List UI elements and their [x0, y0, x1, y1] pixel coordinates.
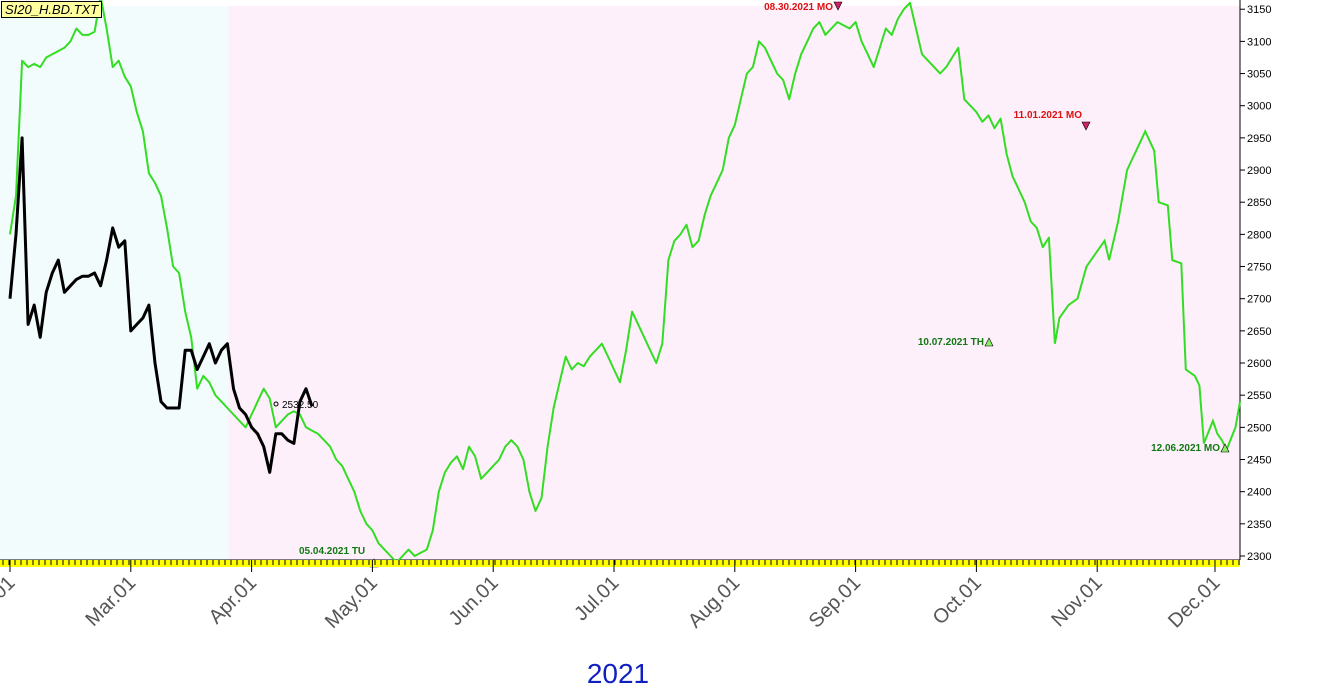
trough-marker: [1220, 443, 1230, 453]
y-tick-label: 3000: [1247, 101, 1271, 113]
x-tick-label: Mar.01: [82, 572, 141, 631]
y-tick-label: 2600: [1247, 358, 1271, 370]
y-tick-label: 2900: [1247, 165, 1271, 177]
x-tick-label: Jul.01: [570, 572, 623, 625]
y-tick-label: 3050: [1247, 69, 1271, 81]
x-tick-label: Apr.01: [205, 572, 261, 628]
y-tick-label: 2850: [1247, 197, 1271, 209]
x-tick-label: Aug.01: [684, 572, 744, 632]
event-label: 11.01.2021 MO: [1014, 110, 1083, 121]
x-axis: Feb.01 Mar.01 Apr.01 May.01 Jun.01 Jul.01 Aug.…: [0, 560, 1240, 633]
peak-marker: [833, 1, 843, 11]
trough-marker: [984, 337, 994, 347]
y-tick-label: 2550: [1247, 390, 1271, 402]
x-tick-label: Oct.01: [929, 572, 986, 629]
event-label: 12.06.2021 MO: [1151, 443, 1220, 454]
y-tick-label: 2400: [1247, 487, 1271, 499]
x-tick-label: Sep.01: [805, 572, 865, 632]
regions-layer: [0, 6, 1240, 560]
series-line-2: [8, 136, 314, 474]
y-tick-label: 2750: [1247, 262, 1271, 274]
x-tick-label: Nov.01: [1047, 572, 1106, 631]
y-tick-label: 3100: [1247, 36, 1271, 48]
x-tick-strip: [0, 560, 1240, 567]
y-tick-label: 2300: [1247, 551, 1271, 563]
y-tick-label: 2650: [1247, 326, 1271, 338]
y-tick-label: 2500: [1247, 422, 1271, 434]
x-tick-label: Feb.01: [0, 572, 20, 632]
y-tick-label: 2350: [1247, 519, 1271, 531]
y-tick-label: 2700: [1247, 294, 1271, 306]
y-tick-label: 2450: [1247, 455, 1271, 467]
series-line-1-tail: [1053, 129, 1241, 453]
y-tick-label: 3150: [1247, 4, 1271, 16]
last-value-marker: [273, 401, 279, 407]
x-tick-label: Dec.01: [1164, 572, 1224, 632]
y-axis: 2300 2350 2400 2450 2500 2550 2600 2650 2700 2750…: [1240, 4, 1271, 563]
series-layer: [8, 0, 1241, 564]
file-name-label: SI20_H.BD.TXT: [1, 1, 103, 18]
x-tick-label: Jun.01: [445, 572, 503, 630]
event-label: 10.07.2021 TH: [918, 337, 984, 348]
region-forecast: [228, 6, 1240, 560]
x-tick-label: May.01: [321, 572, 382, 633]
last-value-label: 2532.50: [282, 400, 319, 411]
y-tick-label: 2950: [1247, 133, 1271, 145]
event-label: 05.04.2021 TU: [299, 546, 365, 557]
y-tick-label: 2800: [1247, 229, 1271, 241]
year-label: 2021: [587, 658, 649, 689]
region-history: [0, 6, 237, 560]
peak-marker: [1081, 121, 1091, 131]
series-line-1: [9, 0, 1056, 564]
event-label: 08.30.2021 MO: [764, 2, 833, 13]
